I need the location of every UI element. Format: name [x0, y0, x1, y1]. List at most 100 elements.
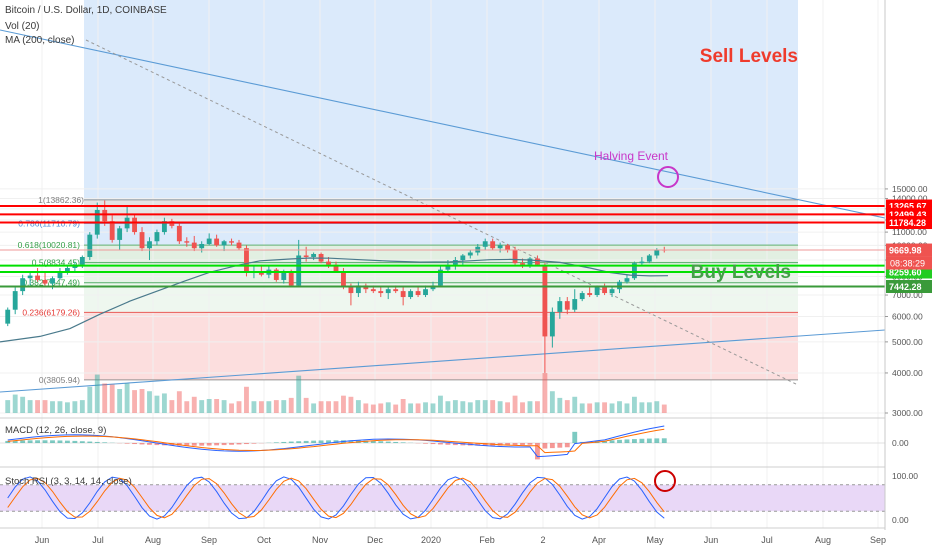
candle-body	[161, 221, 167, 233]
volume-bar	[206, 399, 212, 413]
volume-bar	[318, 401, 324, 413]
macd-histogram-bar	[147, 443, 152, 445]
time-tick-label: Jul	[761, 535, 773, 545]
zone-top	[84, 0, 798, 200]
fib-zone	[84, 282, 798, 313]
volume-bar	[229, 403, 234, 413]
volume-bar	[184, 401, 190, 413]
price-axis[interactable]: 3000.004000.005000.006000.007000.008000.…	[884, 0, 932, 550]
macd-histogram-bar	[27, 440, 33, 443]
macd-histogram-bar	[602, 440, 608, 443]
time-tick-label: Dec	[367, 535, 384, 545]
fib-zone	[84, 223, 798, 246]
time-tick-label: Sep	[201, 535, 217, 545]
volume-bar	[646, 402, 652, 413]
candle-body	[169, 221, 175, 226]
macd-histogram-bar	[318, 440, 324, 443]
volume-bar	[490, 400, 496, 413]
buy-level-label: 8259.60	[889, 267, 922, 277]
volume-bar	[564, 400, 570, 413]
candle-body	[557, 301, 563, 312]
trendlines[interactable]	[0, 29, 932, 393]
price-tick-label: 3000.00	[892, 408, 923, 418]
macd-histogram-bar	[535, 443, 540, 460]
macd-histogram-bar	[5, 440, 11, 443]
volume-bar	[467, 402, 473, 413]
volume-bar	[341, 395, 346, 413]
candle-body	[79, 256, 85, 265]
sell-level-label: 11784.28	[889, 218, 926, 228]
candles	[5, 200, 667, 373]
price-tick-label: 5000.00	[892, 337, 923, 347]
candle-body	[609, 289, 615, 294]
volume-bar	[527, 401, 533, 413]
macd-histogram-bar	[236, 443, 242, 445]
candle-body	[520, 263, 525, 265]
macd-legend: MACD (12, 26, close, 9)	[5, 425, 107, 436]
volume-bar	[50, 401, 55, 413]
macd-histogram-bar	[214, 443, 220, 446]
candle-body	[288, 271, 294, 286]
candle-body	[505, 245, 511, 250]
volume-bar	[35, 400, 40, 413]
volume-bar	[109, 384, 115, 413]
candle-body	[221, 241, 227, 246]
macd-histogram-bar	[385, 441, 391, 443]
volume-bar	[535, 401, 540, 413]
candle-body	[438, 269, 443, 286]
macd-histogram-bar	[348, 440, 354, 443]
macd-histogram-bar	[505, 443, 511, 446]
candle-body	[341, 271, 346, 288]
volume-bar	[117, 389, 123, 413]
volume-bar	[602, 402, 608, 413]
volume-bar	[587, 403, 593, 413]
candle-body	[50, 278, 55, 284]
macd-histogram-bar	[430, 443, 436, 445]
volume-bar	[438, 395, 443, 413]
volume-bar	[415, 403, 421, 413]
candle-body	[423, 289, 428, 296]
volume-bar	[617, 401, 622, 413]
candle-body	[512, 249, 518, 264]
candle-body	[632, 263, 637, 279]
sell-level-label: 13265.67	[889, 202, 927, 212]
time-axis[interactable]: Jun Jul Aug Sep Oct Nov Dec 2020 Feb 2 Apr May Jun Ju…	[35, 535, 886, 545]
halving-circle	[657, 166, 679, 188]
volume-bar	[497, 401, 503, 413]
stoch-rsi-band	[0, 484, 885, 512]
macd-histogram-bar	[221, 443, 227, 446]
volume-bar	[94, 374, 100, 413]
volume-bar	[609, 403, 615, 413]
candle-body	[602, 287, 608, 294]
price-tick-label: 15000.00	[892, 184, 928, 194]
candle-body	[229, 241, 234, 243]
candle-body	[303, 255, 309, 257]
volume-bar	[661, 404, 667, 413]
candle-body	[117, 228, 123, 240]
candle-body	[57, 271, 63, 279]
macd-histogram-bar	[87, 441, 93, 443]
time-tick-label: 2	[540, 535, 545, 545]
macd-histogram-bar	[124, 443, 130, 444]
macd-histogram-bar	[296, 441, 302, 443]
volume-bar	[72, 401, 78, 413]
volume-bar	[273, 400, 279, 413]
macd-histogram-bar	[244, 443, 249, 445]
candle-body	[5, 309, 11, 324]
time-tick-label: Apr	[592, 535, 606, 545]
fib-label: 0.5(8834.45)	[32, 258, 80, 268]
candle-body	[102, 209, 108, 222]
time-tick-label: Jun	[704, 535, 719, 545]
volume-bar	[445, 401, 451, 413]
volume-bar	[5, 400, 11, 413]
candle-body	[497, 245, 503, 249]
candle-body	[624, 278, 630, 282]
support-resistance-levels[interactable]	[0, 205, 885, 288]
macd-histogram-bar	[303, 440, 309, 443]
macd-histogram-bar	[438, 443, 443, 445]
candle-body	[400, 291, 406, 298]
volume-bar	[370, 404, 376, 413]
fib-label: 1(13862.36)	[38, 195, 84, 205]
macd-histogram-bar	[654, 438, 660, 443]
